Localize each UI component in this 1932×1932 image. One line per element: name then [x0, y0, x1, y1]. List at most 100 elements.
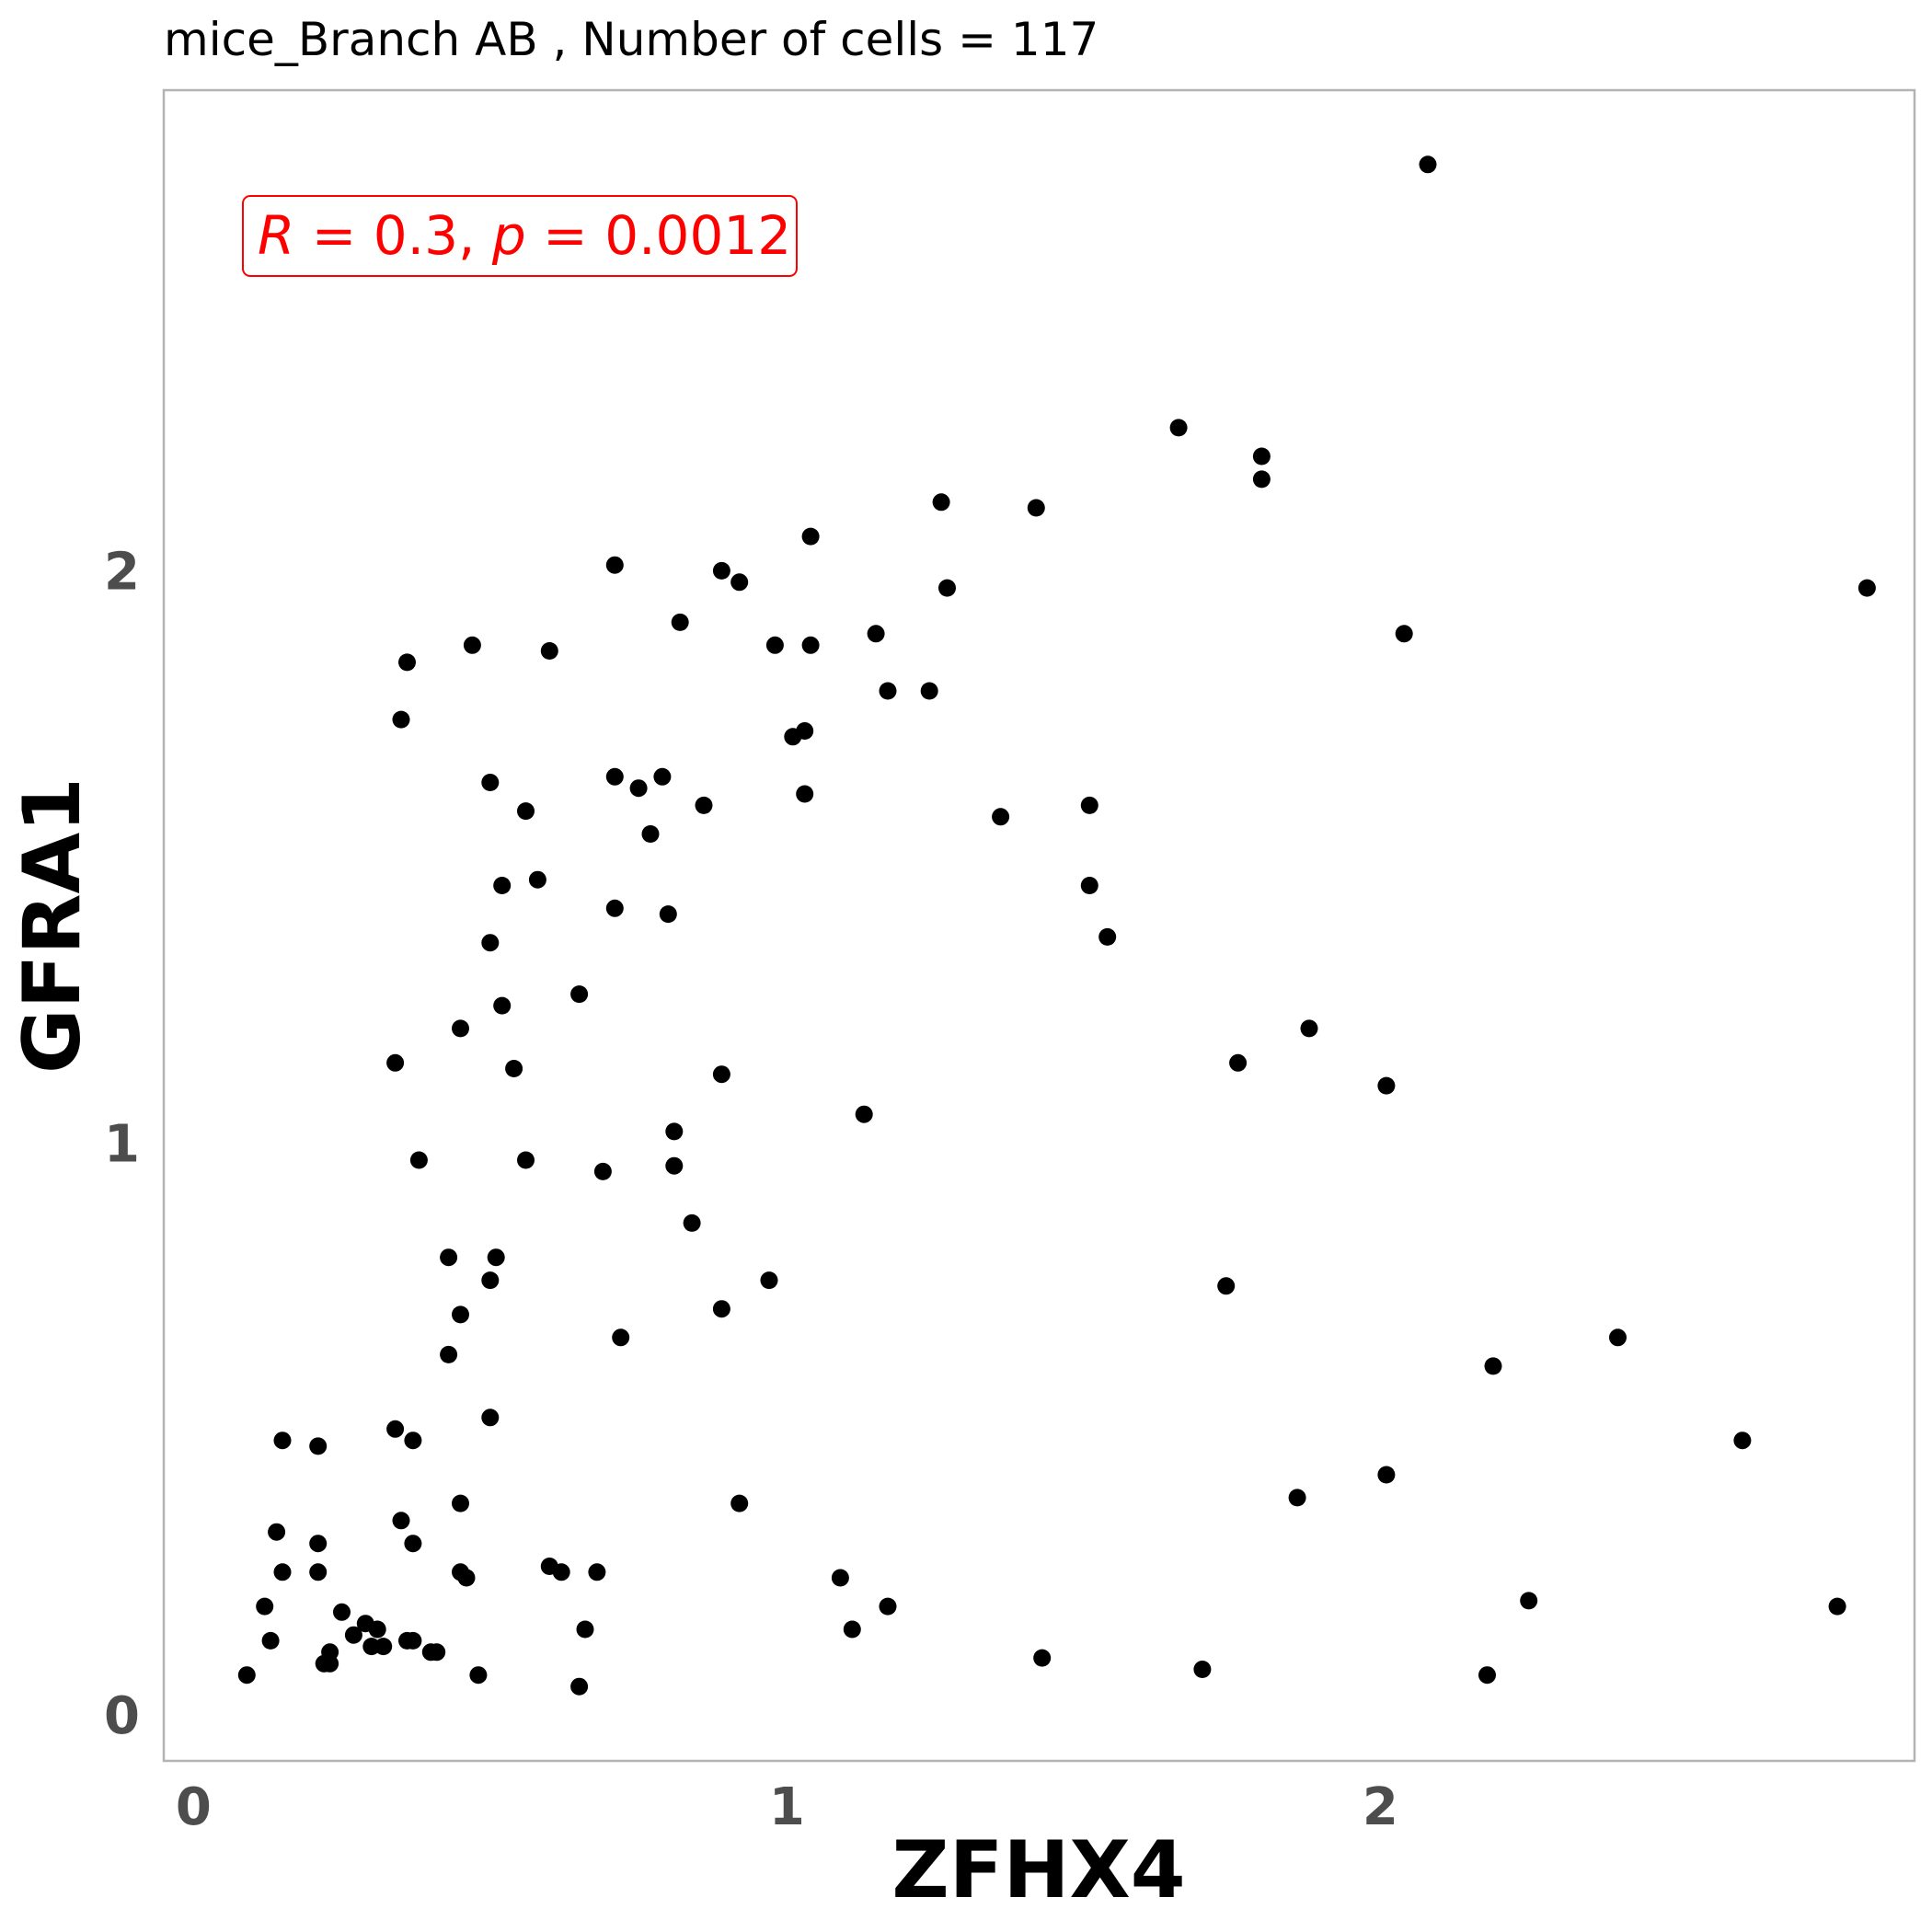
data-point	[1027, 499, 1045, 517]
data-point	[765, 636, 784, 654]
data-point	[641, 825, 660, 843]
data-point	[683, 1213, 701, 1232]
data-point	[392, 1512, 410, 1530]
data-point	[1828, 1597, 1846, 1616]
data-point	[261, 1631, 280, 1650]
data-point	[605, 767, 624, 786]
data-point	[552, 1563, 570, 1581]
data-point	[1252, 470, 1271, 489]
y-axis-ticks: 0 1 2	[104, 542, 140, 1746]
data-point	[368, 1620, 386, 1639]
x-tick-label: 2	[1363, 1777, 1398, 1837]
data-point	[517, 802, 535, 821]
data-point	[653, 767, 672, 786]
data-point	[796, 785, 814, 803]
data-point	[517, 1151, 535, 1169]
data-point	[386, 1053, 405, 1072]
data-point	[1484, 1357, 1502, 1375]
data-point	[392, 710, 410, 729]
data-point	[1857, 579, 1876, 597]
annotation-p-value: = 0.0012	[526, 204, 791, 267]
data-point	[1080, 796, 1098, 814]
data-point	[920, 682, 938, 700]
data-point	[570, 985, 589, 1004]
x-axis-ticks: 0 1 2	[176, 1777, 1398, 1837]
data-point	[273, 1563, 292, 1581]
data-point	[428, 1643, 446, 1662]
data-point	[932, 493, 950, 512]
data-point	[404, 1535, 422, 1553]
data-point	[1377, 1076, 1396, 1095]
data-point	[712, 1065, 730, 1084]
data-point	[1080, 877, 1098, 894]
data-point	[879, 1597, 897, 1616]
data-point	[309, 1437, 328, 1455]
x-tick-label: 0	[176, 1777, 212, 1837]
data-point	[605, 556, 624, 574]
data-point	[570, 1677, 589, 1696]
data-point	[1229, 1053, 1248, 1072]
data-point	[273, 1432, 292, 1450]
data-point	[440, 1248, 458, 1267]
data-point	[481, 1271, 500, 1290]
data-point	[1609, 1328, 1627, 1347]
data-point	[1377, 1466, 1396, 1484]
data-point	[528, 870, 546, 889]
data-point	[1252, 447, 1271, 466]
data-point	[481, 1409, 500, 1427]
data-point	[398, 653, 416, 672]
data-point	[469, 1666, 488, 1685]
data-point	[855, 1105, 873, 1123]
data-point	[665, 1122, 684, 1141]
y-tick-label: 0	[104, 1686, 140, 1746]
data-point	[452, 1305, 469, 1324]
data-point	[659, 905, 677, 924]
data-point	[1288, 1489, 1306, 1507]
data-point	[1733, 1432, 1752, 1450]
data-point	[1098, 927, 1117, 946]
data-point	[629, 779, 648, 798]
data-point	[1419, 155, 1437, 174]
data-point	[695, 796, 713, 814]
data-point	[671, 613, 689, 631]
data-point	[457, 1569, 476, 1587]
data-point	[593, 1162, 612, 1180]
data-point	[1033, 1649, 1052, 1667]
data-point	[1395, 625, 1413, 643]
data-point	[665, 1156, 684, 1175]
data-point	[712, 561, 730, 580]
data-point	[576, 1620, 594, 1639]
data-point	[712, 1300, 730, 1318]
data-point	[374, 1638, 393, 1656]
data-point	[831, 1569, 849, 1587]
data-point	[256, 1597, 274, 1616]
data-point	[784, 728, 802, 746]
data-point	[487, 1248, 505, 1267]
data-point	[386, 1420, 405, 1438]
annotation-p-symbol: p	[491, 204, 526, 267]
data-point	[493, 877, 512, 894]
data-point	[452, 1494, 469, 1512]
y-axis-label: GFRA1	[6, 777, 98, 1074]
y-tick-label: 2	[104, 542, 140, 602]
data-point	[481, 774, 500, 791]
data-point	[938, 579, 956, 597]
data-point	[505, 1060, 523, 1077]
data-point	[730, 573, 749, 592]
data-point	[801, 527, 820, 546]
data-point	[309, 1563, 328, 1581]
data-point	[268, 1523, 286, 1541]
data-point	[867, 625, 885, 643]
data-point	[730, 1494, 749, 1512]
x-tick-label: 1	[769, 1777, 805, 1837]
data-point	[463, 636, 481, 654]
data-point	[992, 808, 1010, 826]
plot-panel	[162, 88, 1916, 1763]
data-point	[481, 934, 500, 952]
annotation-text: R = 0.3, p = 0.0012	[258, 204, 791, 267]
data-point	[404, 1631, 422, 1650]
data-point	[879, 682, 897, 700]
x-axis-label: ZFHX4	[891, 1824, 1185, 1916]
data-point	[409, 1151, 428, 1169]
data-point	[404, 1432, 422, 1450]
